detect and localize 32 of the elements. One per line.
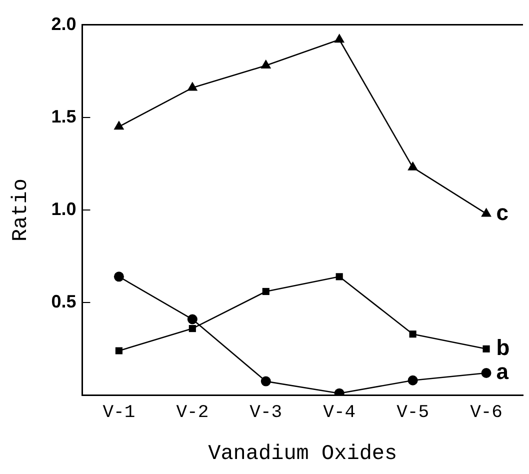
series-label: c — [496, 200, 509, 225]
x-tick-label: V-4 — [323, 402, 356, 423]
point — [260, 60, 272, 69]
series-label: b — [496, 334, 510, 360]
x-axis-title: Vanadium Oxides — [208, 442, 398, 466]
x-tick-label: V-1 — [102, 402, 136, 423]
point — [115, 347, 122, 354]
y-tick-label: 2.0 — [51, 14, 76, 34]
y-tick-label: 1.5 — [51, 106, 76, 126]
point — [188, 324, 196, 332]
y-tick-label: 0.5 — [51, 292, 76, 312]
point — [408, 375, 418, 386]
point — [114, 120, 124, 130]
y-tick-label: 1.0 — [51, 198, 76, 219]
point — [409, 330, 416, 338]
point — [114, 272, 124, 282]
point — [260, 376, 271, 386]
point — [187, 82, 198, 91]
x-tick-label: V-6 — [470, 402, 502, 423]
series-label: a — [496, 359, 510, 384]
point — [481, 368, 492, 378]
point — [262, 288, 270, 296]
x-tick-label: V-5 — [396, 402, 430, 423]
point — [334, 34, 345, 43]
x-tick-label: V-2 — [176, 402, 209, 423]
y-axis-title: Ratio — [10, 178, 34, 242]
x-tick-label: V-3 — [250, 402, 282, 423]
point — [408, 161, 418, 170]
point — [187, 314, 198, 324]
point — [482, 345, 490, 352]
point — [336, 273, 343, 280]
point — [481, 208, 492, 217]
